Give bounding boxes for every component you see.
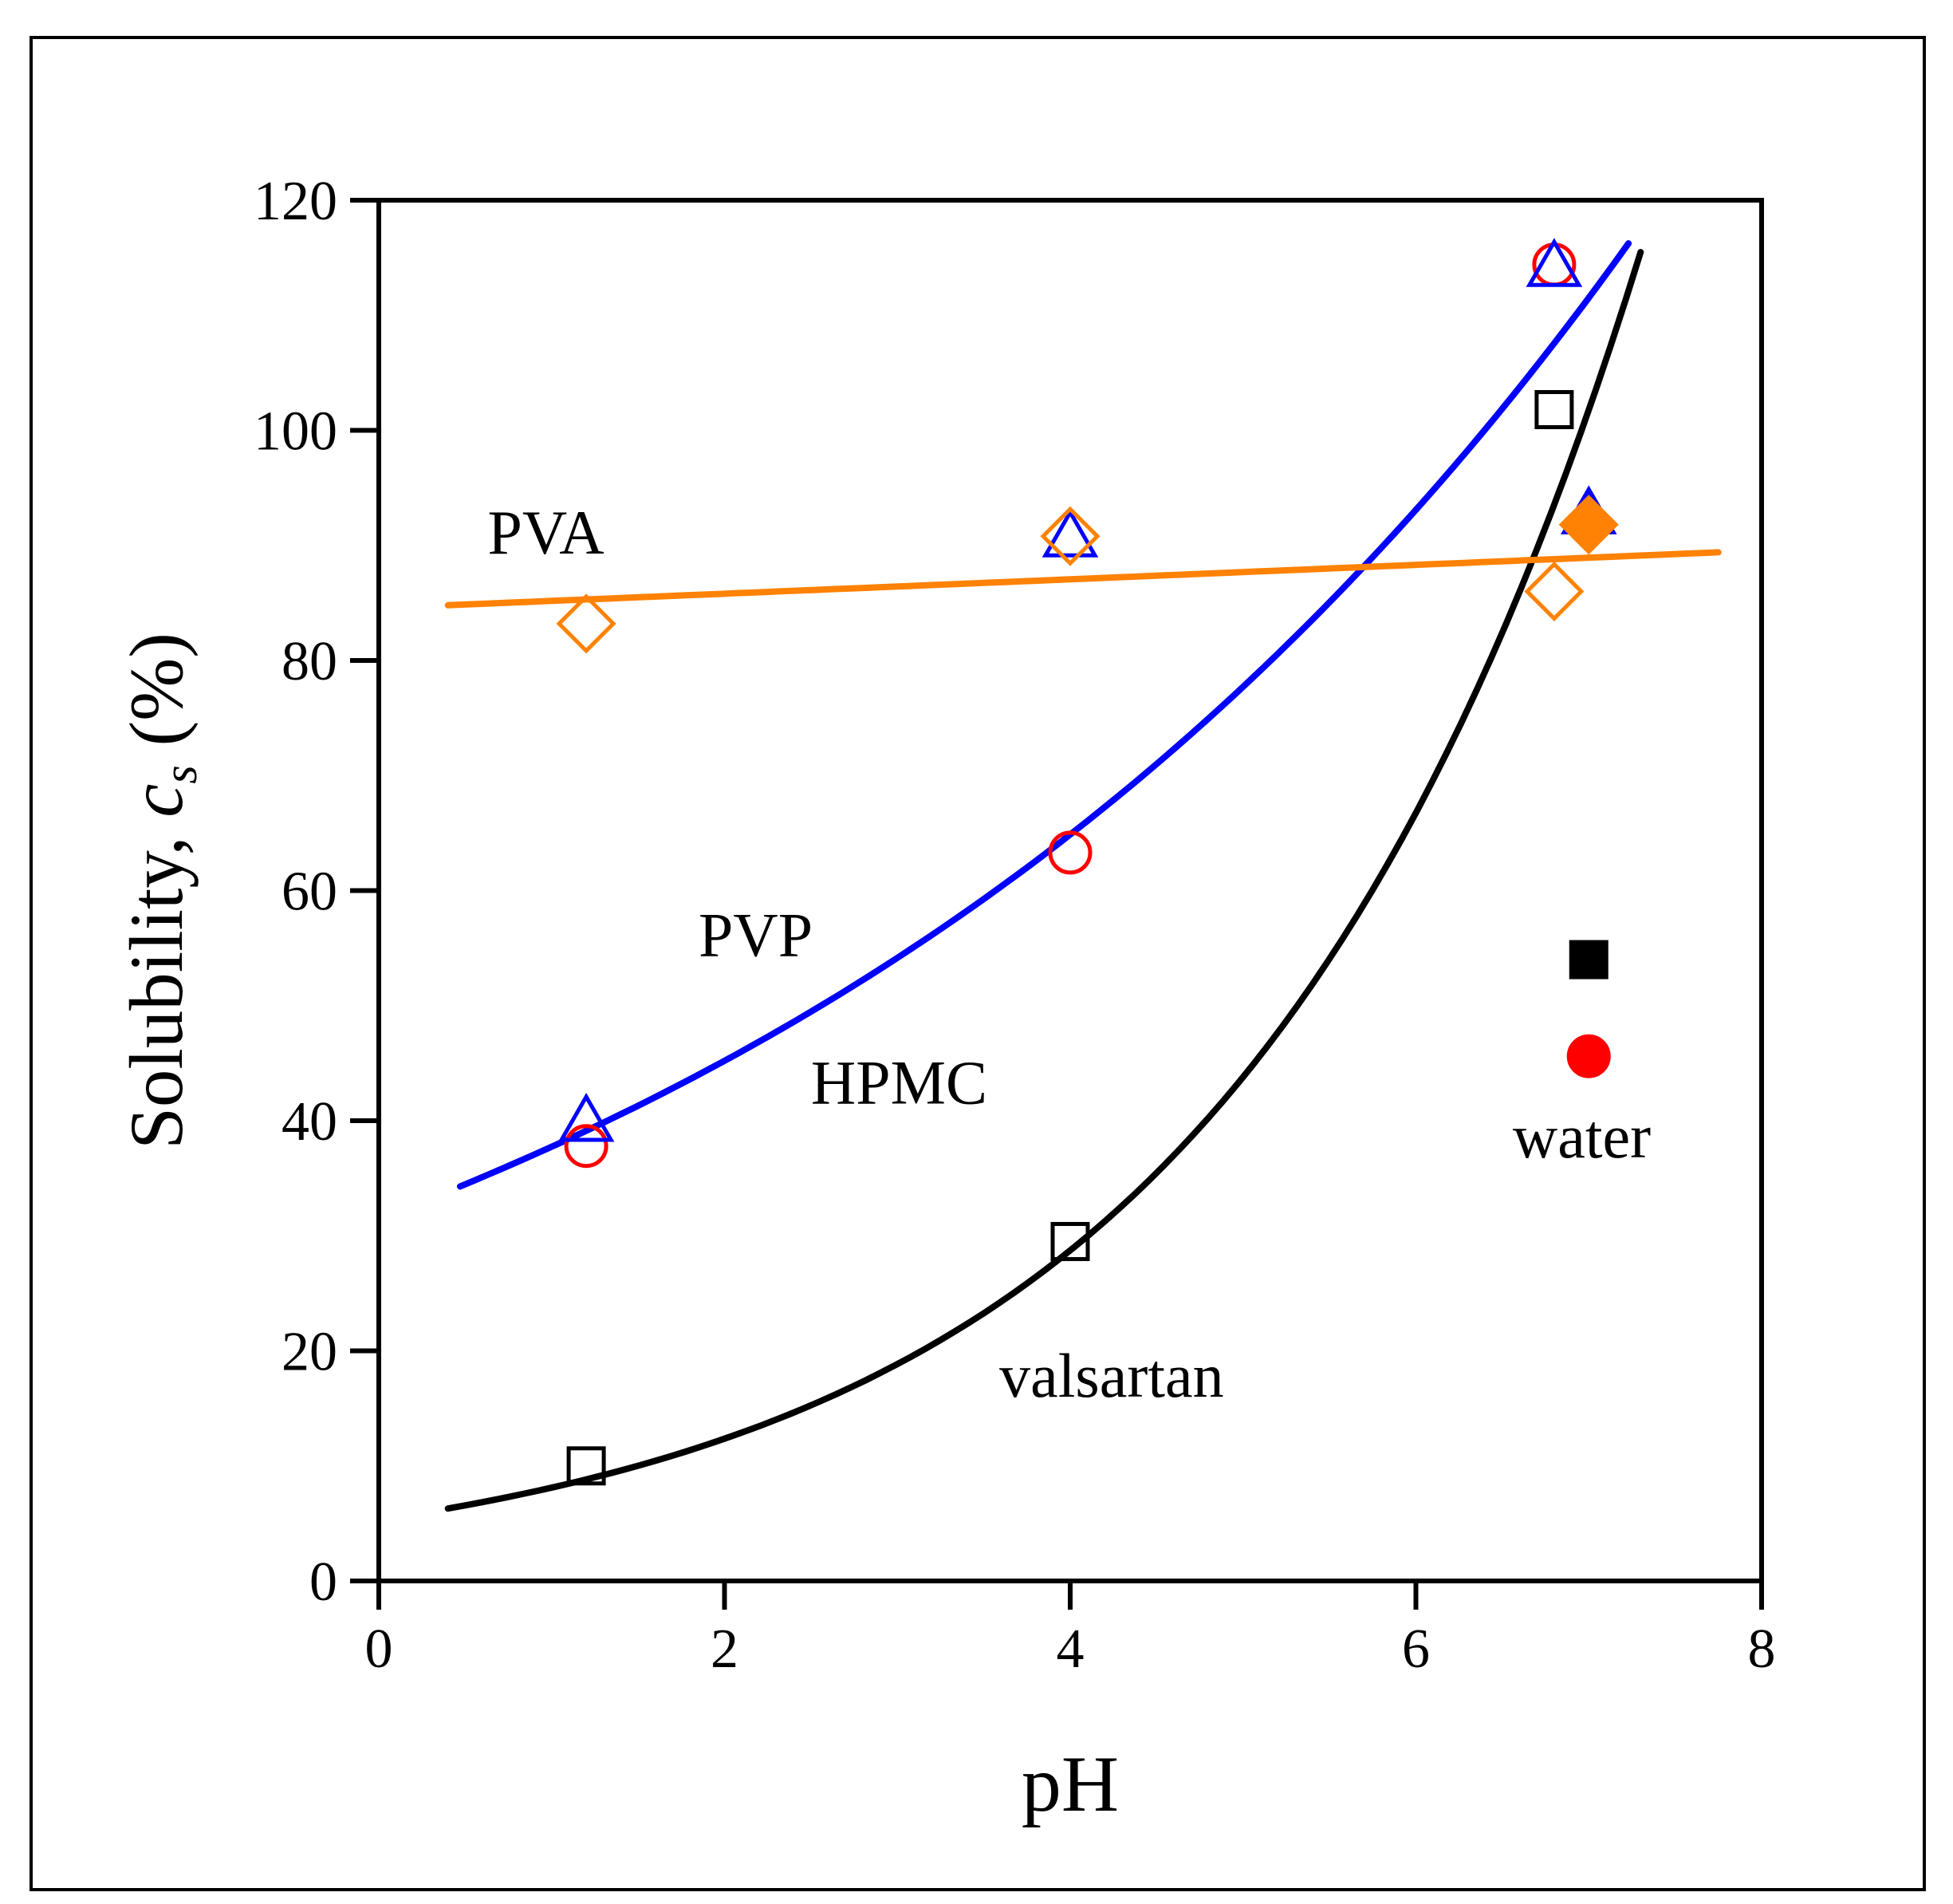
PVA-water-point — [1558, 495, 1619, 555]
x-tick-label: 8 — [1748, 1618, 1776, 1680]
fit-curves — [444, 240, 1722, 1512]
PVA-point — [1040, 506, 1101, 566]
PVP-point — [557, 1092, 615, 1142]
PVA-point — [556, 593, 616, 654]
x-tick-label: 4 — [1057, 1618, 1085, 1680]
y-tick-label: 20 — [282, 1322, 337, 1383]
x-tick-label: 2 — [711, 1618, 738, 1680]
annotation-hpmc: HPMC — [811, 1047, 987, 1117]
HPMC-water-point — [1566, 1034, 1611, 1078]
valsartan-point — [1534, 390, 1574, 430]
data-points — [556, 238, 1619, 1486]
PVP-point — [1526, 238, 1583, 287]
annotation-water: water — [1513, 1102, 1651, 1171]
y-tick-label: 60 — [282, 861, 337, 923]
y-axis-label: Solubility, cs (%) — [114, 633, 207, 1149]
PVA-fit-curve — [444, 549, 1722, 609]
PVP-point — [1041, 508, 1099, 558]
valsartan-fit-curve — [444, 249, 1644, 1512]
valsartan-point — [1050, 1221, 1090, 1261]
y-tick-label: 120 — [254, 171, 337, 232]
annotation-valsartan: valsartan — [999, 1341, 1224, 1410]
x-axis-label: pH — [1022, 1740, 1119, 1828]
annotations: PVA PVP HPMC valsartan water — [488, 498, 1652, 1410]
annotation-pva: PVA — [488, 498, 604, 567]
y-tick-label: 40 — [282, 1091, 337, 1153]
x-tick-label: 0 — [365, 1618, 393, 1680]
valsartan-water-point — [1569, 940, 1608, 980]
HPMC-point — [1048, 830, 1093, 875]
annotation-pvp: PVP — [699, 901, 813, 970]
valsartan-point — [566, 1446, 606, 1486]
PVA-point — [1524, 561, 1585, 621]
PVP-fit-curve — [456, 240, 1632, 1190]
y-tick-label: 0 — [309, 1551, 337, 1613]
x-tick-label: 6 — [1402, 1618, 1430, 1680]
y-tick-label: 80 — [282, 631, 337, 692]
y-tick-label: 100 — [254, 401, 337, 463]
HPMC-point — [564, 1124, 608, 1169]
